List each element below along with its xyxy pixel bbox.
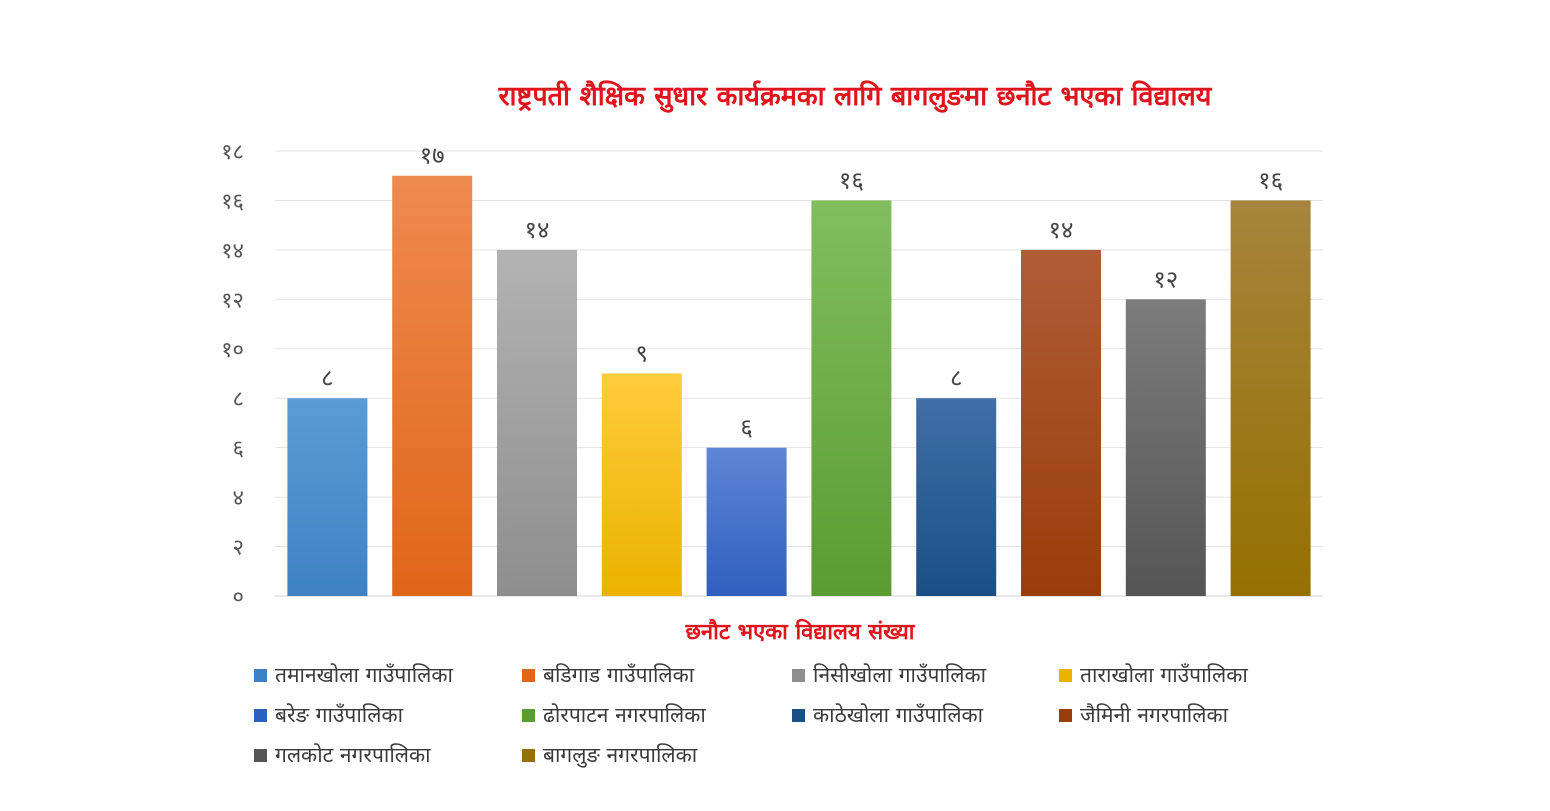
data-label: ६ xyxy=(740,414,752,442)
legend-item: गलकोट नगरपालिका xyxy=(254,738,431,772)
legend-label: बरेङ गाउँपालिका xyxy=(275,703,404,727)
bar xyxy=(287,398,368,596)
legend-label: बागलुङ नगरपालिका xyxy=(543,743,698,767)
bar xyxy=(1125,299,1206,596)
data-label: १२ xyxy=(1153,265,1178,293)
bar xyxy=(392,175,473,596)
bar xyxy=(497,249,577,596)
legend-item: काठेखोला गाउँपालिका xyxy=(792,698,983,732)
data-label: ८ xyxy=(950,364,962,392)
legend-swatch xyxy=(792,668,805,682)
legend-label: तमानखोला गाउँपालिका xyxy=(275,663,453,687)
legend-label: काठेखोला गाउँपालिका xyxy=(813,703,984,727)
legend-swatch xyxy=(522,748,535,762)
y-tick-label: ८ xyxy=(233,387,244,412)
legend-item: बागलुङ नगरपालिका xyxy=(522,738,697,772)
data-label: ९ xyxy=(636,340,648,368)
legend-label: निसीखोला गाउँपालिका xyxy=(813,663,987,687)
bar xyxy=(706,447,787,596)
legend-label: बडिगाड गाउँपालिका xyxy=(543,663,695,687)
data-label: १४ xyxy=(1049,216,1074,244)
legend-swatch xyxy=(1059,668,1072,682)
legend-item: ताराखोला गाउँपालिका xyxy=(1059,658,1248,692)
legend-label: गलकोट नगरपालिका xyxy=(275,743,431,767)
legend-swatch xyxy=(522,668,535,682)
legend-item: ढोरपाटन नगरपालिका xyxy=(522,698,706,732)
y-tick-label: १२ xyxy=(221,288,244,313)
y-tick-label: २ xyxy=(233,536,244,561)
y-tick-label: ० xyxy=(233,585,244,610)
legend-item: तमानखोला गाउँपालिका xyxy=(254,658,453,692)
legend-item: बडिगाड गाउँपालिका xyxy=(522,658,694,692)
bar xyxy=(1230,200,1311,596)
legend-item: जैमिनी नगरपालिका xyxy=(1059,698,1228,732)
bar xyxy=(916,398,997,596)
legend-label: ढोरपाटन नगरपालिका xyxy=(543,703,706,727)
legend-swatch xyxy=(1059,708,1072,722)
legend-swatch xyxy=(254,708,267,722)
legend-swatch xyxy=(254,668,267,682)
data-label: १६ xyxy=(1258,166,1283,194)
y-tick-label: १४ xyxy=(221,239,244,264)
data-label: ८ xyxy=(321,364,333,392)
data-label: १४ xyxy=(525,216,550,244)
data-label: १७ xyxy=(420,142,445,170)
y-tick-label: १६ xyxy=(221,189,244,214)
y-tick-label: ४ xyxy=(233,486,244,511)
legend-swatch xyxy=(254,748,267,762)
legend-label: जैमिनी नगरपालिका xyxy=(1080,703,1229,727)
x-axis-label: छनौट भएका विद्यालय संख्या xyxy=(685,620,915,645)
legend-item: बरेङ गाउँपालिका xyxy=(254,698,403,732)
data-label: १६ xyxy=(839,166,864,194)
y-tick-label: ६ xyxy=(233,437,244,462)
chart-title: राष्ट्रपती शैक्षिक सुधार कार्यक्रमका लाग… xyxy=(498,81,1212,112)
legend-swatch xyxy=(522,708,535,722)
y-tick-label: १८ xyxy=(221,140,244,165)
bar xyxy=(811,200,892,596)
bar xyxy=(1021,249,1101,596)
y-tick-label: १० xyxy=(221,338,244,363)
bar xyxy=(601,373,682,596)
legend-swatch xyxy=(792,708,805,722)
legend-label: ताराखोला गाउँपालिका xyxy=(1080,663,1248,687)
legend-item: निसीखोला गाउँपालिका xyxy=(792,658,986,692)
